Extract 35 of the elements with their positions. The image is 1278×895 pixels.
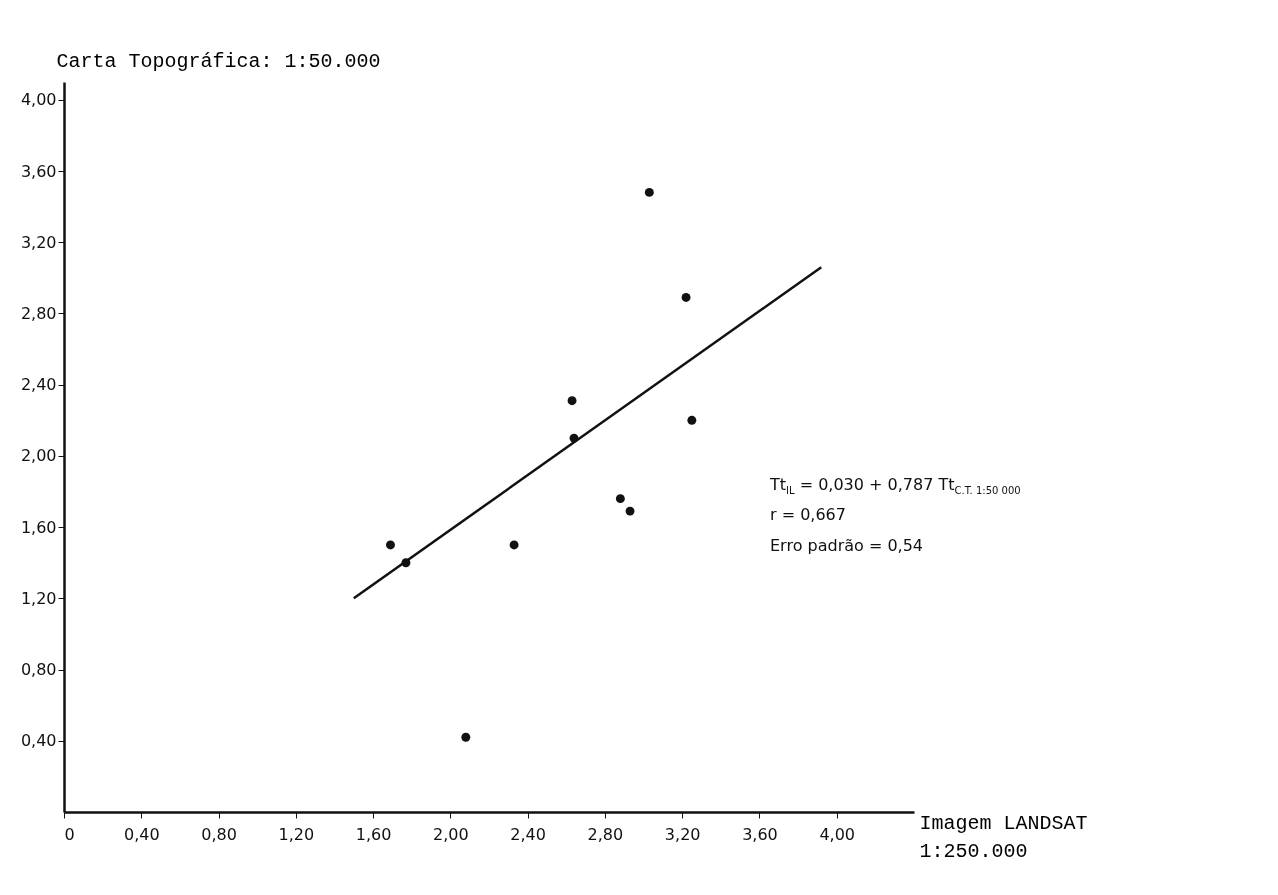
y-tick-label: 4,00 <box>20 90 57 110</box>
y-tick-label: 1,20 <box>20 588 57 608</box>
x-tick-label: 1,20 <box>278 824 315 844</box>
point <box>615 494 625 504</box>
point <box>386 540 395 550</box>
y-tick-label: 1,60 <box>20 517 57 537</box>
x-tick-label: 0,80 <box>201 824 237 844</box>
x-tick-label: 3,20 <box>664 824 701 844</box>
x-tick-label: 3,60 <box>742 824 778 844</box>
annotation: r = 0,667 <box>770 504 847 527</box>
x-tick-label: 0,40 <box>123 824 160 844</box>
x-tick-label: 0 <box>64 824 75 844</box>
y-tick-label: 2,00 <box>20 446 57 466</box>
point <box>567 396 577 406</box>
y-tick-label: 0,80 <box>20 660 57 680</box>
x-axis-title: Imagem LANDSAT 1:250.000 <box>919 811 1088 863</box>
y-tick-label: 0,40 <box>20 731 57 751</box>
x-tick-label: 2,40 <box>510 824 546 844</box>
x-tick-label: 2,80 <box>587 824 624 844</box>
y-tick-label: 3,60 <box>20 161 57 181</box>
point <box>644 187 654 197</box>
x-tick-label: 1,60 <box>355 824 392 844</box>
y-tick-label: 2,80 <box>20 303 57 323</box>
y-tick-label: 2,40 <box>20 375 57 395</box>
x-tick-label: 2,00 <box>433 824 469 844</box>
point <box>625 506 635 516</box>
annotation: Tt$_{IL}$ = 0,030 + 0,787 Tt$_{C.T. 1:50 000}$ <box>770 474 1021 499</box>
point <box>461 732 471 742</box>
point <box>687 415 697 425</box>
point <box>681 292 691 302</box>
y-tick-label: 3,20 <box>20 232 57 252</box>
annotation: Erro padrão = 0,54 <box>770 534 924 557</box>
point <box>509 540 519 550</box>
y-axis-title: Carta Topográfica: 1:50.000 <box>56 49 381 73</box>
x-tick-label: 4,00 <box>819 824 856 844</box>
